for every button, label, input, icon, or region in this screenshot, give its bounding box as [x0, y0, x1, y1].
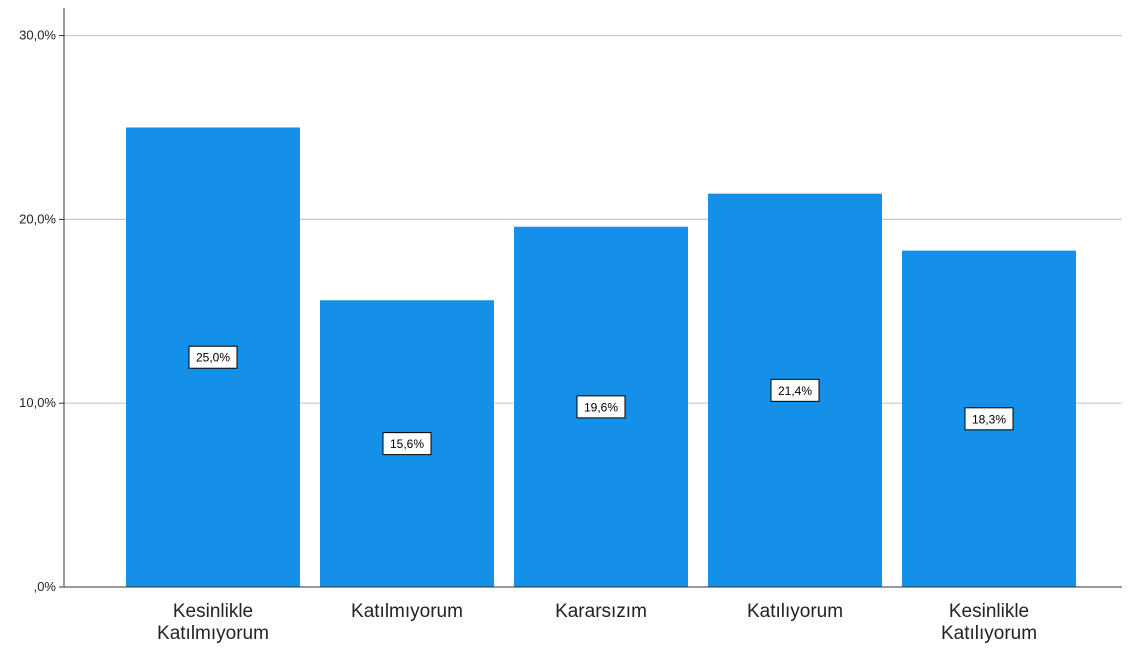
data-label: 15,6% [390, 437, 424, 451]
x-category-label: Kesinlikle Katılmıyorum [157, 601, 269, 644]
y-tick-label: 20,0% [19, 211, 56, 226]
x-category-label: Katılıyorum [747, 601, 843, 622]
y-tick-label: ,0% [34, 579, 57, 594]
data-label: 25,0% [196, 351, 230, 365]
data-label: 18,3% [972, 412, 1006, 426]
data-label-box [576, 395, 626, 419]
x-category-label: Katılmıyorum [351, 601, 463, 622]
data-label-box [188, 345, 238, 369]
data-label: 19,6% [584, 400, 618, 414]
y-tick-label: 10,0% [19, 395, 56, 410]
x-category-labels: Kesinlikle Katılmıyorum Katılmıyorum Karars… [157, 601, 1037, 644]
bars [126, 127, 1076, 587]
y-tick-label: 30,0% [19, 28, 56, 43]
data-label-box [770, 378, 820, 402]
data-label: 21,4% [778, 384, 812, 398]
data-label-box [964, 407, 1014, 431]
x-category-label: Kesinlikle Katılıyorum [941, 601, 1037, 644]
x-category-label: Kararsızım [555, 601, 647, 622]
data-label-box [382, 432, 432, 456]
axes [63, 8, 1122, 588]
y-tick-labels: ,0% 10,0% 20,0% 30,0% [19, 28, 64, 594]
data-labels: 25,0% 15,6% 19,6% 21,4% 18,3% [188, 345, 1014, 456]
